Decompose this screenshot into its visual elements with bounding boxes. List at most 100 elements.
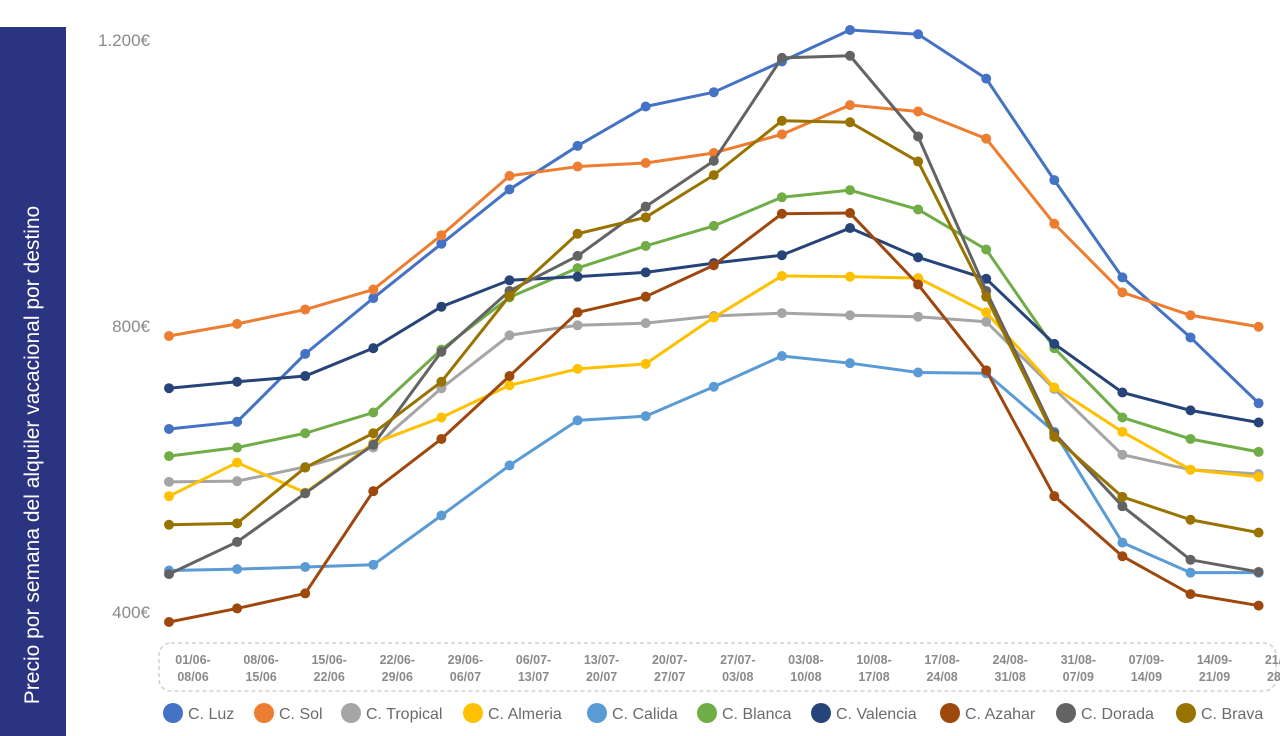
data-point [368,486,379,497]
legend-label: C. Luz [188,706,234,723]
y-axis-ticks: 400€ 800€ 1.200€ [98,31,151,622]
x-tick-label: 01/06- 08/06 [175,653,210,684]
x-tick-line: 21/09 [1199,670,1230,684]
x-tick-label: 08/06- 15/06 [243,653,278,684]
data-point [300,348,311,359]
data-point [1117,426,1128,437]
x-tick-line: 13/07- [584,653,619,667]
data-point [913,29,924,40]
data-point [1117,551,1128,562]
data-point [436,301,447,312]
x-tick-label: 20/07- 27/07 [652,653,687,684]
data-point [981,273,992,284]
data-point [368,407,379,418]
data-point [572,415,583,426]
data-point [436,433,447,444]
data-point [1049,491,1060,502]
x-tick-label: 22/06- 29/06 [380,653,415,684]
data-point [504,290,515,301]
legend-item: C. Calida [587,703,678,723]
data-point [708,170,719,181]
data-point [640,212,651,223]
data-point [436,346,447,357]
legend-label: C. Almeria [488,706,562,723]
series-c-valencia [164,223,1264,428]
data-point [232,416,243,427]
x-tick-label: 21/09- 28/09 [1265,653,1280,684]
data-point [1253,471,1264,482]
data-point [300,428,311,439]
data-point [776,208,787,219]
x-tick-label: 14/09- 21/09 [1197,653,1232,684]
x-tick-line: 10/08 [790,670,821,684]
data-point [1049,338,1060,349]
data-point [232,442,243,453]
data-point [640,201,651,212]
series-line [167,226,1261,425]
data-point [776,270,787,281]
legend-item: C. Brava [1176,703,1263,723]
data-point [300,304,311,315]
data-point [1049,431,1060,442]
data-point [1253,600,1264,611]
legend-marker [163,703,183,723]
x-tick-label: 13/07- 20/07 [584,653,619,684]
x-tick-line: 14/09- [1197,653,1232,667]
data-point [1185,464,1196,475]
data-point [1117,501,1128,512]
data-point [1253,446,1264,457]
data-point [572,140,583,151]
data-point [164,423,174,434]
series-c-azahar [164,208,1264,628]
series-layer [164,24,1264,628]
data-point [845,310,855,321]
x-tick-line: 13/07 [518,670,549,684]
data-point [164,491,174,502]
data-point [640,358,651,369]
data-point [1185,554,1196,565]
data-point [300,488,311,499]
x-tick-line: 20/07 [586,670,617,684]
data-point [1253,566,1264,577]
x-tick-line: 08/06 [177,670,208,684]
data-point [232,476,243,487]
legend-item: C. Sol [254,703,323,723]
series-c-luz [164,24,1264,434]
data-point [436,238,447,249]
data-point [640,318,651,329]
data-point [164,451,174,462]
data-point [640,240,651,251]
data-point [572,363,583,374]
legend-label: C. Calida [612,706,678,723]
series-line [167,119,1261,535]
data-point [776,250,787,261]
data-point [572,307,583,318]
data-point [368,284,379,295]
data-point [1117,387,1128,398]
y-tick-label: 800€ [112,317,150,336]
data-point [708,220,719,231]
x-tick-label: 06/07- 13/07 [516,653,551,684]
data-point [845,358,855,369]
data-point [504,170,515,181]
series-c-calida [164,351,1264,578]
data-point [572,250,583,261]
x-tick-line: 29/06- [448,653,483,667]
legend-label: C. Azahar [965,706,1036,723]
data-point [436,376,447,387]
x-tick-label: 29/06- 06/07 [448,653,483,684]
data-point [504,371,515,382]
data-point [164,569,174,580]
legend-marker [463,703,483,723]
series-line [167,311,1261,484]
x-tick-line: 24/08 [926,670,957,684]
data-point [572,320,583,331]
data-point [572,228,583,239]
data-point [708,381,719,392]
data-point [368,428,379,439]
x-tick-line: 03/08- [788,653,823,667]
data-point [708,260,719,271]
data-point [368,293,379,304]
legend-item: C. Valencia [811,703,917,723]
